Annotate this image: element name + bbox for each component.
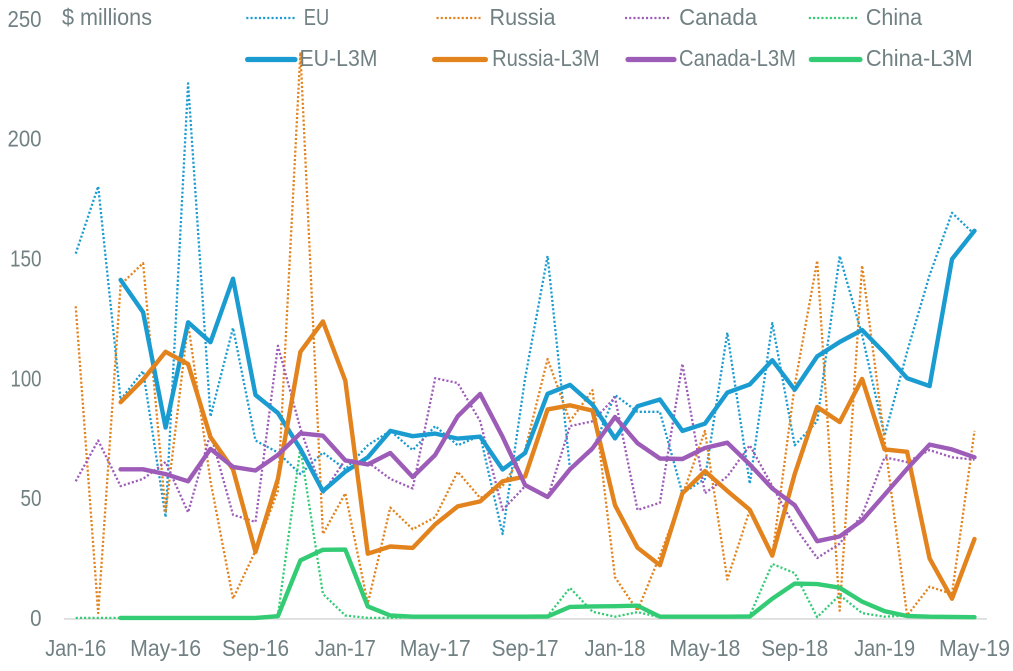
svg-text:May-17: May-17 xyxy=(400,635,471,661)
svg-text:100: 100 xyxy=(11,365,42,391)
svg-text:Canada-L3M: Canada-L3M xyxy=(679,45,796,71)
svg-text:Sep-16: Sep-16 xyxy=(222,635,289,661)
svg-text:May-19: May-19 xyxy=(939,635,1010,661)
svg-text:Jan-17: Jan-17 xyxy=(315,635,376,661)
svg-text:EU: EU xyxy=(304,4,329,30)
svg-text:0: 0 xyxy=(30,605,41,631)
svg-text:May-18: May-18 xyxy=(669,635,740,661)
svg-text:50: 50 xyxy=(21,485,42,511)
svg-text:Russia-L3M: Russia-L3M xyxy=(492,45,600,71)
svg-text:Russia: Russia xyxy=(490,4,556,30)
svg-text:150: 150 xyxy=(10,246,42,272)
svg-text:$ millions: $ millions xyxy=(62,4,152,30)
svg-text:Sep-18: Sep-18 xyxy=(761,635,828,661)
svg-text:Canada: Canada xyxy=(679,4,757,30)
svg-text:China: China xyxy=(866,4,922,30)
svg-text:May-16: May-16 xyxy=(130,635,201,661)
svg-text:China-L3M: China-L3M xyxy=(866,45,973,71)
svg-text:Sep-17: Sep-17 xyxy=(492,635,559,661)
svg-text:Jan-18: Jan-18 xyxy=(585,635,646,661)
svg-text:EU-L3M: EU-L3M xyxy=(300,45,378,71)
svg-text:200: 200 xyxy=(8,126,42,152)
svg-text:Jan-16: Jan-16 xyxy=(45,635,106,661)
svg-text:250: 250 xyxy=(8,6,42,32)
svg-text:Jan-19: Jan-19 xyxy=(854,635,915,661)
